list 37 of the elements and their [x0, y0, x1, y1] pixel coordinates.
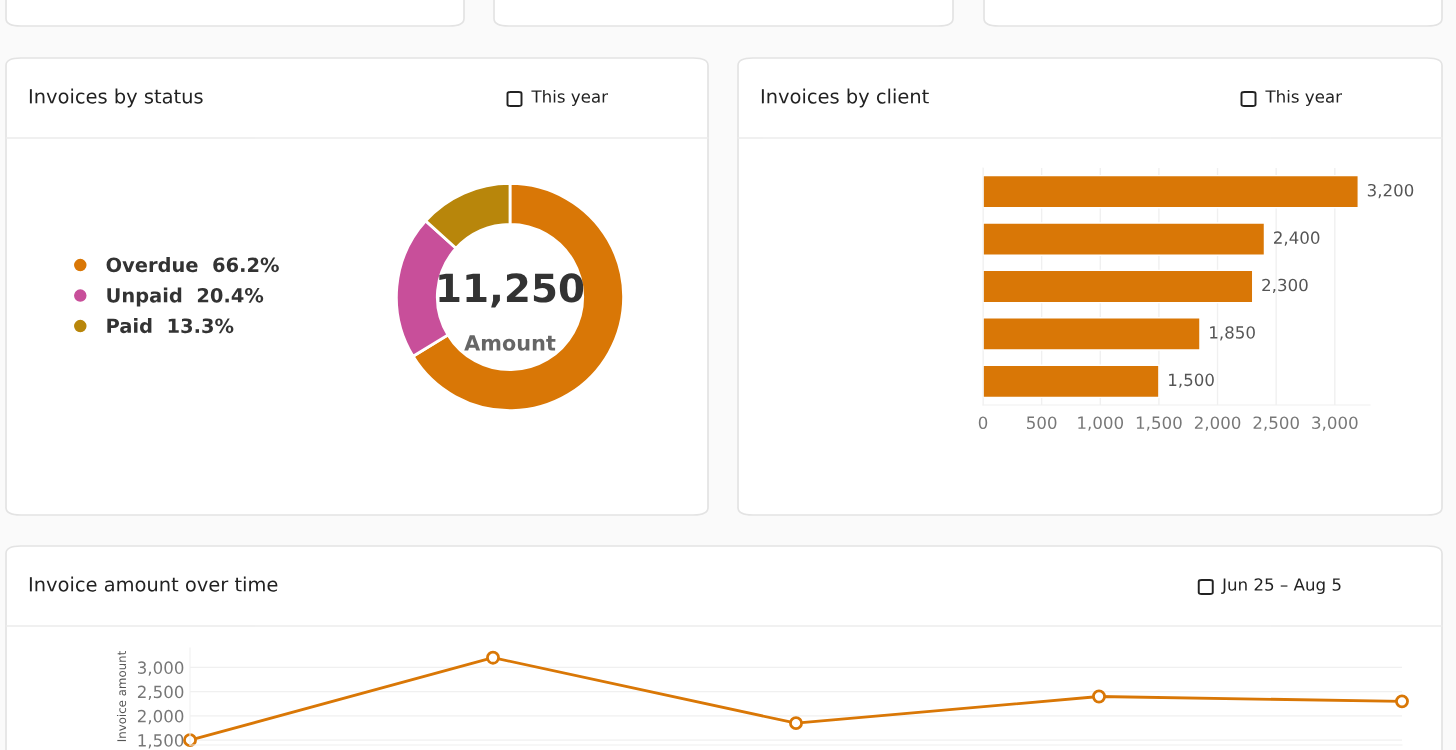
bar [983, 364, 1160, 399]
point [1395, 694, 1409, 709]
data-label: 3,200 [1367, 183, 1414, 199]
bar [983, 269, 1254, 304]
point [486, 650, 500, 665]
x-tick-label: 3,000 [1312, 416, 1358, 431]
text: Amount [464, 335, 556, 351]
legend-label: Paid 13.3% [107, 318, 234, 334]
chart-title: Invoices by client [761, 88, 929, 108]
y-tick-label: 2,500 [137, 685, 184, 700]
data-label: 1,500 [1169, 373, 1214, 388]
bar [983, 174, 1359, 209]
text: 11,250 [439, 273, 584, 308]
point [789, 716, 803, 731]
x-tick-label: 500 [1027, 416, 1057, 430]
legend-label: Unpaid 20.4% [107, 287, 264, 307]
data-label: 1,850 [1210, 326, 1255, 341]
y-tick-label: 3,000 [138, 661, 184, 676]
y-axis-title: Invoice amount [116, 651, 127, 742]
x-tick-label: 2,500 [1253, 416, 1299, 431]
data-label: 2,300 [1262, 278, 1308, 294]
x-tick-label: 0 [978, 416, 988, 430]
chart-title: Invoice amount over time [29, 576, 278, 592]
chart-title: Invoices by status [29, 88, 203, 108]
x-tick-label: 2,000 [1194, 416, 1241, 431]
x-tick-label: 1,000 [1078, 416, 1124, 431]
text: Jun 25 – Aug 5 [1221, 578, 1341, 595]
text: This year [531, 89, 608, 107]
y-tick-label: 2,000 [137, 709, 184, 725]
text: This year [1265, 89, 1342, 107]
bar [983, 317, 1201, 351]
point [1092, 689, 1106, 704]
legend-label: Overdue 66.2% [106, 257, 279, 273]
y-tick-label: 1,500 [138, 734, 184, 749]
data-label: 2,400 [1274, 231, 1320, 246]
x-tick-label: 1,500 [1136, 416, 1182, 431]
bar [983, 222, 1266, 256]
